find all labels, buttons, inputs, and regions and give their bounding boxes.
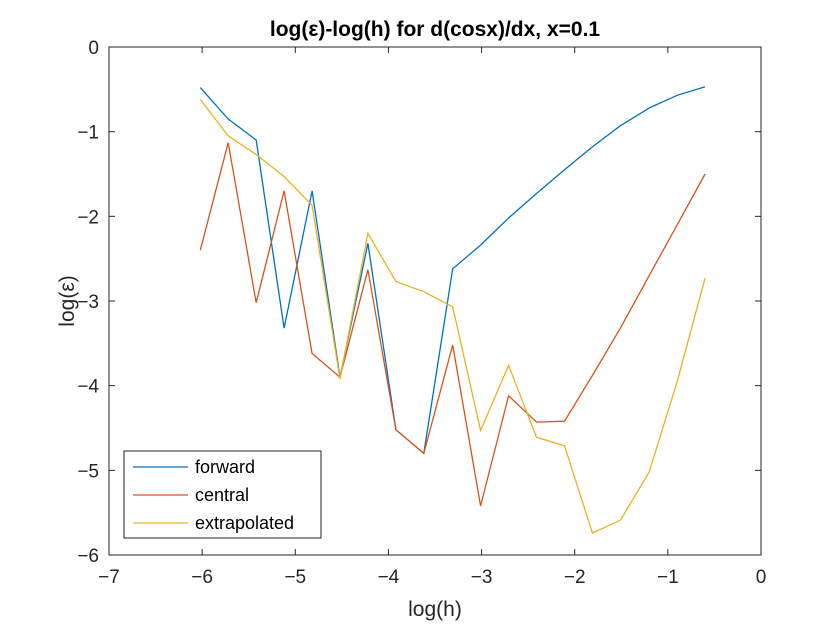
x-axis-label: log(h) xyxy=(408,598,462,621)
series-group xyxy=(199,86,706,534)
legend: forward central extrapolated xyxy=(123,450,322,539)
legend-label-forward: forward xyxy=(195,457,255,477)
y-tick-label: −2 xyxy=(77,207,99,228)
x-tick-label: −5 xyxy=(284,567,306,588)
x-tick-label: −7 xyxy=(98,567,120,588)
y-tick-label: −6 xyxy=(77,546,99,567)
series-line-extrapolated xyxy=(199,99,706,534)
series-line-central xyxy=(199,142,706,507)
plot-frame xyxy=(108,46,762,556)
series-line-forward xyxy=(199,86,706,455)
x-tick-label: 0 xyxy=(756,567,767,588)
x-tick-label: −3 xyxy=(471,567,493,588)
legend-label-central: central xyxy=(195,485,249,505)
y-tick-label: −3 xyxy=(77,292,99,313)
y-tick-label: −1 xyxy=(77,123,99,144)
y-tick-label: −5 xyxy=(77,461,99,482)
x-tick-label: −1 xyxy=(657,567,679,588)
x-tick-label: −6 xyxy=(191,567,213,588)
x-tick-label: −2 xyxy=(564,567,586,588)
x-tick-label: −4 xyxy=(378,567,400,588)
y-tick-label: 0 xyxy=(88,38,99,59)
legend-label-extrapolated: extrapolated xyxy=(195,513,294,533)
chart-title: log(ε)-log(h) for d(cosx)/dx, x=0.1 xyxy=(270,18,601,41)
y-tick-label: −4 xyxy=(77,377,99,398)
axis-ticks: −7 −6 −5 −4 −3 −2 −1 00−1−2−3−4−5−6 xyxy=(77,38,766,588)
y-axis-label: log(ε) xyxy=(56,275,79,326)
